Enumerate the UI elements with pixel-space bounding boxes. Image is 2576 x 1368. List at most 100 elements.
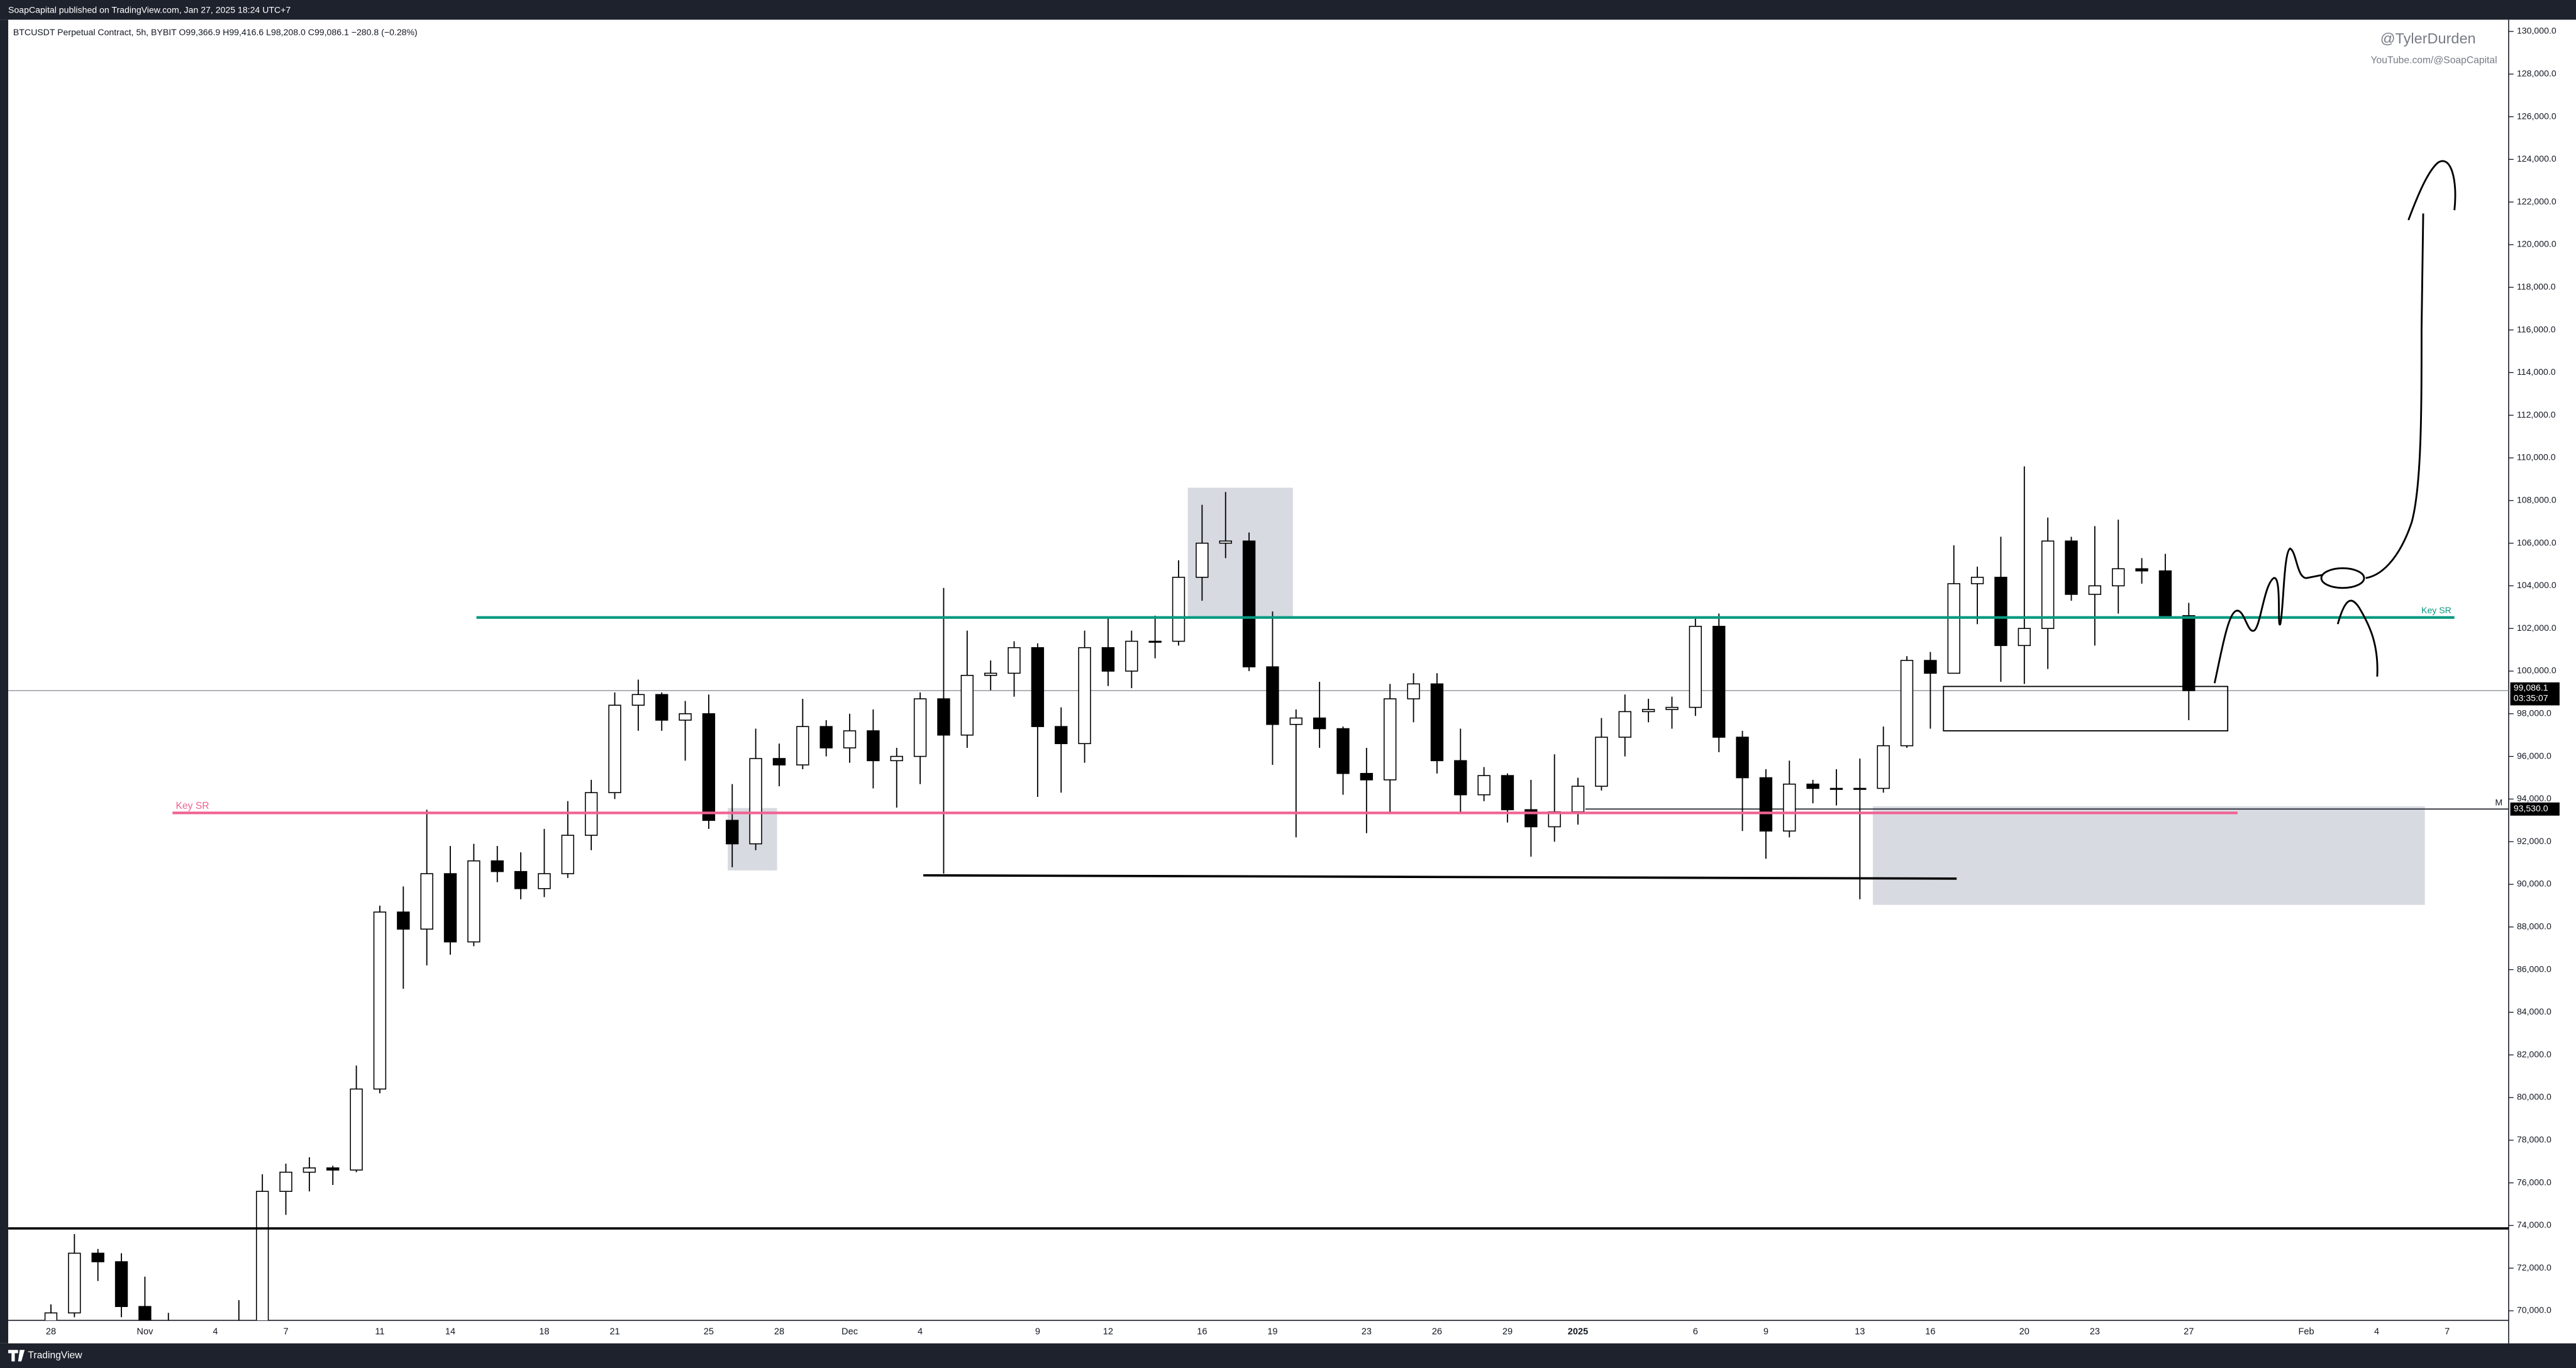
x-tick-label: 2025 — [1568, 1326, 1589, 1337]
candle-body — [1172, 577, 1185, 642]
candle-body — [514, 870, 528, 889]
candle-body — [1829, 787, 1843, 790]
x-tick-label: 4 — [2374, 1326, 2379, 1337]
candle-body — [867, 730, 880, 762]
candle-body — [1713, 626, 1726, 738]
y-tick-label: 112,000.0 — [2517, 409, 2556, 420]
y-tick-label: 74,000.0 — [2517, 1220, 2551, 1230]
candle-body — [1994, 577, 2007, 647]
channel: YouTube.com/@SoapCapital — [2371, 55, 2497, 66]
x-tick-label: 29 — [1502, 1326, 1513, 1337]
brand: TradingView — [28, 1350, 82, 1361]
x-tick-label: 14 — [445, 1326, 455, 1337]
candle-body — [631, 694, 645, 706]
y-tick-label: 124,000.0 — [2517, 153, 2557, 164]
candle-body — [819, 726, 833, 748]
x-tick-label: 28 — [774, 1326, 784, 1337]
y-tick-label: 128,000.0 — [2517, 69, 2557, 79]
y-tick-label: 84,000.0 — [2517, 1006, 2551, 1016]
x-tick-label: 9 — [1035, 1326, 1040, 1337]
candle-body — [1970, 577, 1984, 584]
x-tick-label: 20 — [2019, 1326, 2029, 1337]
projection-path — [2213, 547, 2323, 684]
x-tick-label: 6 — [1693, 1326, 1698, 1337]
candle-body — [749, 758, 762, 845]
y-tick-label: 76,000.0 — [2517, 1177, 2551, 1187]
candle-body — [1501, 775, 1514, 811]
x-tick-label: 18 — [539, 1326, 549, 1337]
x-tick-label: 26 — [1432, 1326, 1442, 1337]
candle-body — [1665, 706, 1679, 710]
candle-body — [373, 911, 387, 1090]
x-tick-label: 7 — [2445, 1326, 2450, 1337]
candle-body — [91, 1252, 104, 1262]
line-price-label: 93,530.0 — [2514, 803, 2548, 813]
candle-body — [467, 860, 480, 943]
y-tick-label: 78,000.0 — [2517, 1135, 2551, 1145]
candle-body — [2158, 570, 2172, 616]
candle-body — [114, 1261, 128, 1308]
last-price-label: 99,086.1 — [2514, 682, 2548, 692]
line-price-box — [2510, 802, 2560, 816]
published-line: SoapCapital published on TradingView.com… — [8, 5, 291, 15]
candle-body — [1407, 683, 1420, 699]
candle-body — [2065, 540, 2078, 595]
candle-body — [960, 674, 974, 736]
x-tick-label: Dec — [841, 1326, 858, 1337]
candle-body — [561, 835, 574, 874]
y-tick-label: 90,000.0 — [2517, 879, 2551, 889]
candle-body — [1689, 626, 1702, 708]
x-tick-label: 23 — [2090, 1326, 2100, 1337]
candle-body — [772, 758, 786, 765]
candle-body — [1877, 745, 1890, 789]
candle-body — [1101, 647, 1115, 672]
candle-body — [1336, 728, 1350, 774]
drawings-back — [728, 487, 2425, 905]
y-tick-label: 102,000.0 — [2517, 623, 2557, 633]
x-tick-label: 12 — [1103, 1326, 1113, 1337]
y-tick-label: 70,000.0 — [2517, 1305, 2551, 1315]
candle-body — [843, 730, 857, 748]
candle-body — [984, 672, 997, 676]
candle-body — [1571, 786, 1585, 813]
last-price-box — [2510, 682, 2560, 706]
bottom-bar — [0, 1343, 2576, 1368]
candle-body — [397, 911, 410, 930]
candle-body — [1947, 583, 1960, 674]
x-tick-label: 19 — [1267, 1326, 1277, 1337]
candle-body — [1242, 540, 1256, 668]
y-tick-label: 110,000.0 — [2517, 452, 2556, 462]
y-tick-label: 100,000.0 — [2517, 665, 2557, 676]
candle-body — [1641, 709, 1655, 713]
candle-body — [890, 755, 903, 762]
candle-body — [2182, 615, 2196, 691]
candle-body — [255, 1191, 269, 1321]
symbol-header: BTCUSDT Perpetual Contract, 5h, BYBIT O9… — [13, 27, 418, 37]
watermark: @TylerDurden — [2380, 30, 2476, 47]
candle-body — [1148, 640, 1162, 643]
projection-path — [2365, 213, 2424, 579]
x-tick-label: Nov — [136, 1326, 153, 1337]
drawings-front — [8, 160, 2509, 1230]
highlight-box — [1872, 806, 2425, 905]
candle-body — [1924, 660, 1937, 674]
candle-body — [1736, 737, 1749, 779]
x-tick-label: 13 — [1855, 1326, 1865, 1337]
y-tick-label: 86,000.0 — [2517, 964, 2551, 974]
candle-body — [491, 860, 504, 872]
candle-body — [44, 1312, 58, 1321]
line-marker: M — [2495, 798, 2502, 808]
candle-body — [726, 820, 739, 845]
x-tick-label: 11 — [375, 1326, 384, 1337]
candle-body — [1360, 772, 1374, 781]
candle-body — [1196, 542, 1209, 578]
y-tick-label: 118,000.0 — [2517, 282, 2556, 292]
candle-body — [1618, 711, 1631, 738]
candle-body — [538, 873, 551, 889]
plot — [8, 466, 2509, 1321]
projection-circle — [2320, 567, 2365, 589]
candle-body — [2088, 585, 2102, 595]
projection-path — [2336, 599, 2379, 677]
